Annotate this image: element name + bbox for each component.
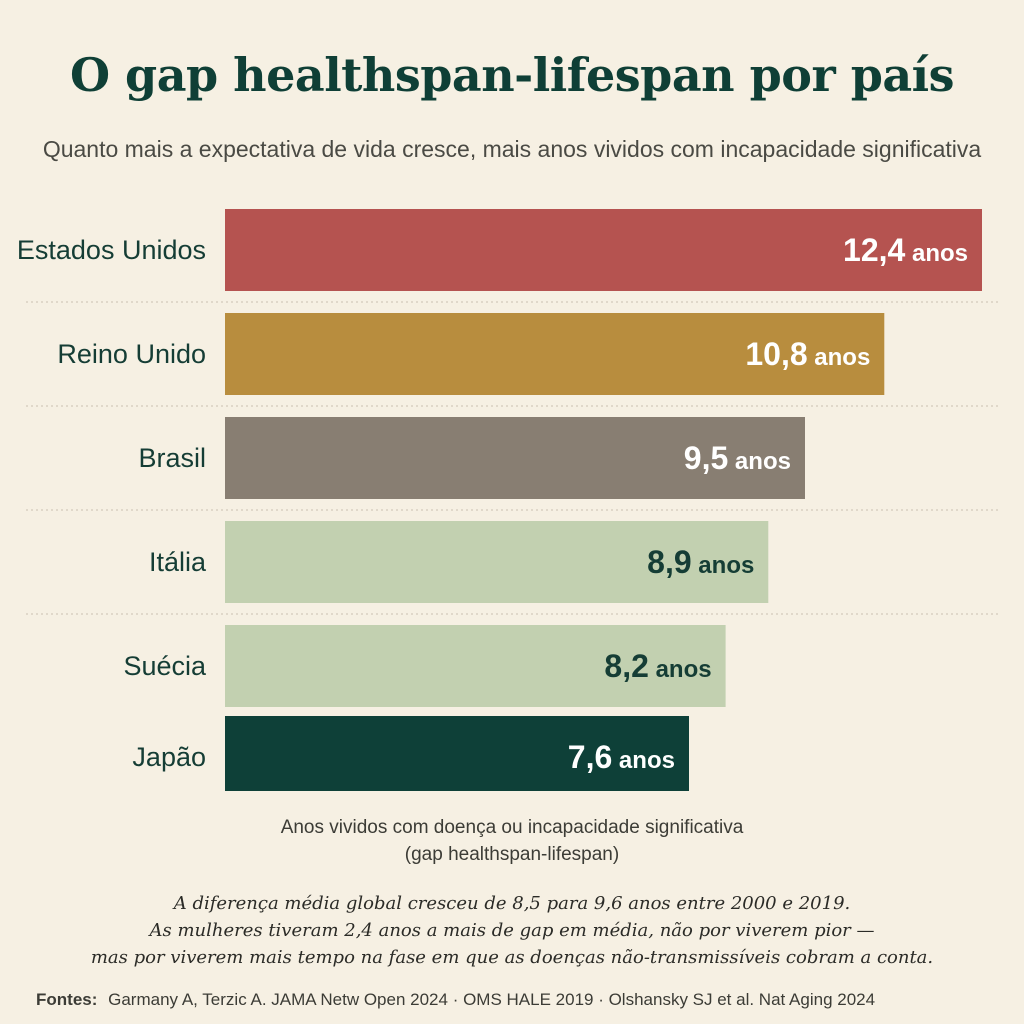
footnote-line-3: mas por viverem mais tempo na fase em qu… bbox=[90, 947, 934, 968]
bar-chart: Estados Unidos 12,4 anos Reino Unido 10,8 a… bbox=[17, 209, 998, 791]
bar-2 bbox=[225, 417, 805, 499]
value-label: 8,9 anos bbox=[647, 544, 754, 580]
footnote: A diferença média global cresceu de 8,5 … bbox=[0, 890, 1024, 971]
chart-title: O gap healthspan-lifespan por país bbox=[69, 48, 955, 102]
bar-5 bbox=[225, 716, 689, 791]
chart-subtitle: Quanto mais a expectativa de vida cresce… bbox=[42, 136, 982, 162]
value-label: 7,6 anos bbox=[568, 739, 675, 775]
axis-label: Anos vividos com doença ou incapacidade … bbox=[0, 814, 1024, 868]
sources-text: Garmany A, Terzic A. JAMA Netw Open 2024… bbox=[108, 990, 876, 1009]
value-label: 10,8 anos bbox=[745, 336, 870, 372]
value-label: 12,4 anos bbox=[843, 232, 968, 268]
sources-label: Fontes: bbox=[36, 990, 98, 1009]
category-label: Estados Unidos bbox=[17, 235, 206, 265]
value-label: 9,5 anos bbox=[684, 440, 791, 476]
bar-0 bbox=[225, 209, 982, 291]
value-label: 8,2 anos bbox=[604, 648, 711, 684]
axis-label-sub: (gap healthspan-lifespan) bbox=[404, 844, 620, 865]
footnote-line-2: As mulheres tiveram 2,4 anos a mais de g… bbox=[149, 920, 875, 941]
footnote-line-1: A diferença média global cresceu de 8,5 … bbox=[173, 893, 851, 914]
bar-3 bbox=[225, 521, 769, 603]
category-label: Brasil bbox=[138, 443, 206, 473]
category-label: Suécia bbox=[123, 651, 207, 681]
category-label: Itália bbox=[149, 547, 207, 577]
category-label: Reino Unido bbox=[57, 339, 206, 369]
category-label: Japão bbox=[132, 742, 206, 772]
bar-4 bbox=[225, 625, 726, 707]
sources: Fontes: Garmany A, Terzic A. JAMA Netw O… bbox=[36, 990, 875, 1010]
bar-1 bbox=[225, 313, 885, 395]
axis-label-main: Anos vividos com doença ou incapacidade … bbox=[280, 817, 744, 838]
